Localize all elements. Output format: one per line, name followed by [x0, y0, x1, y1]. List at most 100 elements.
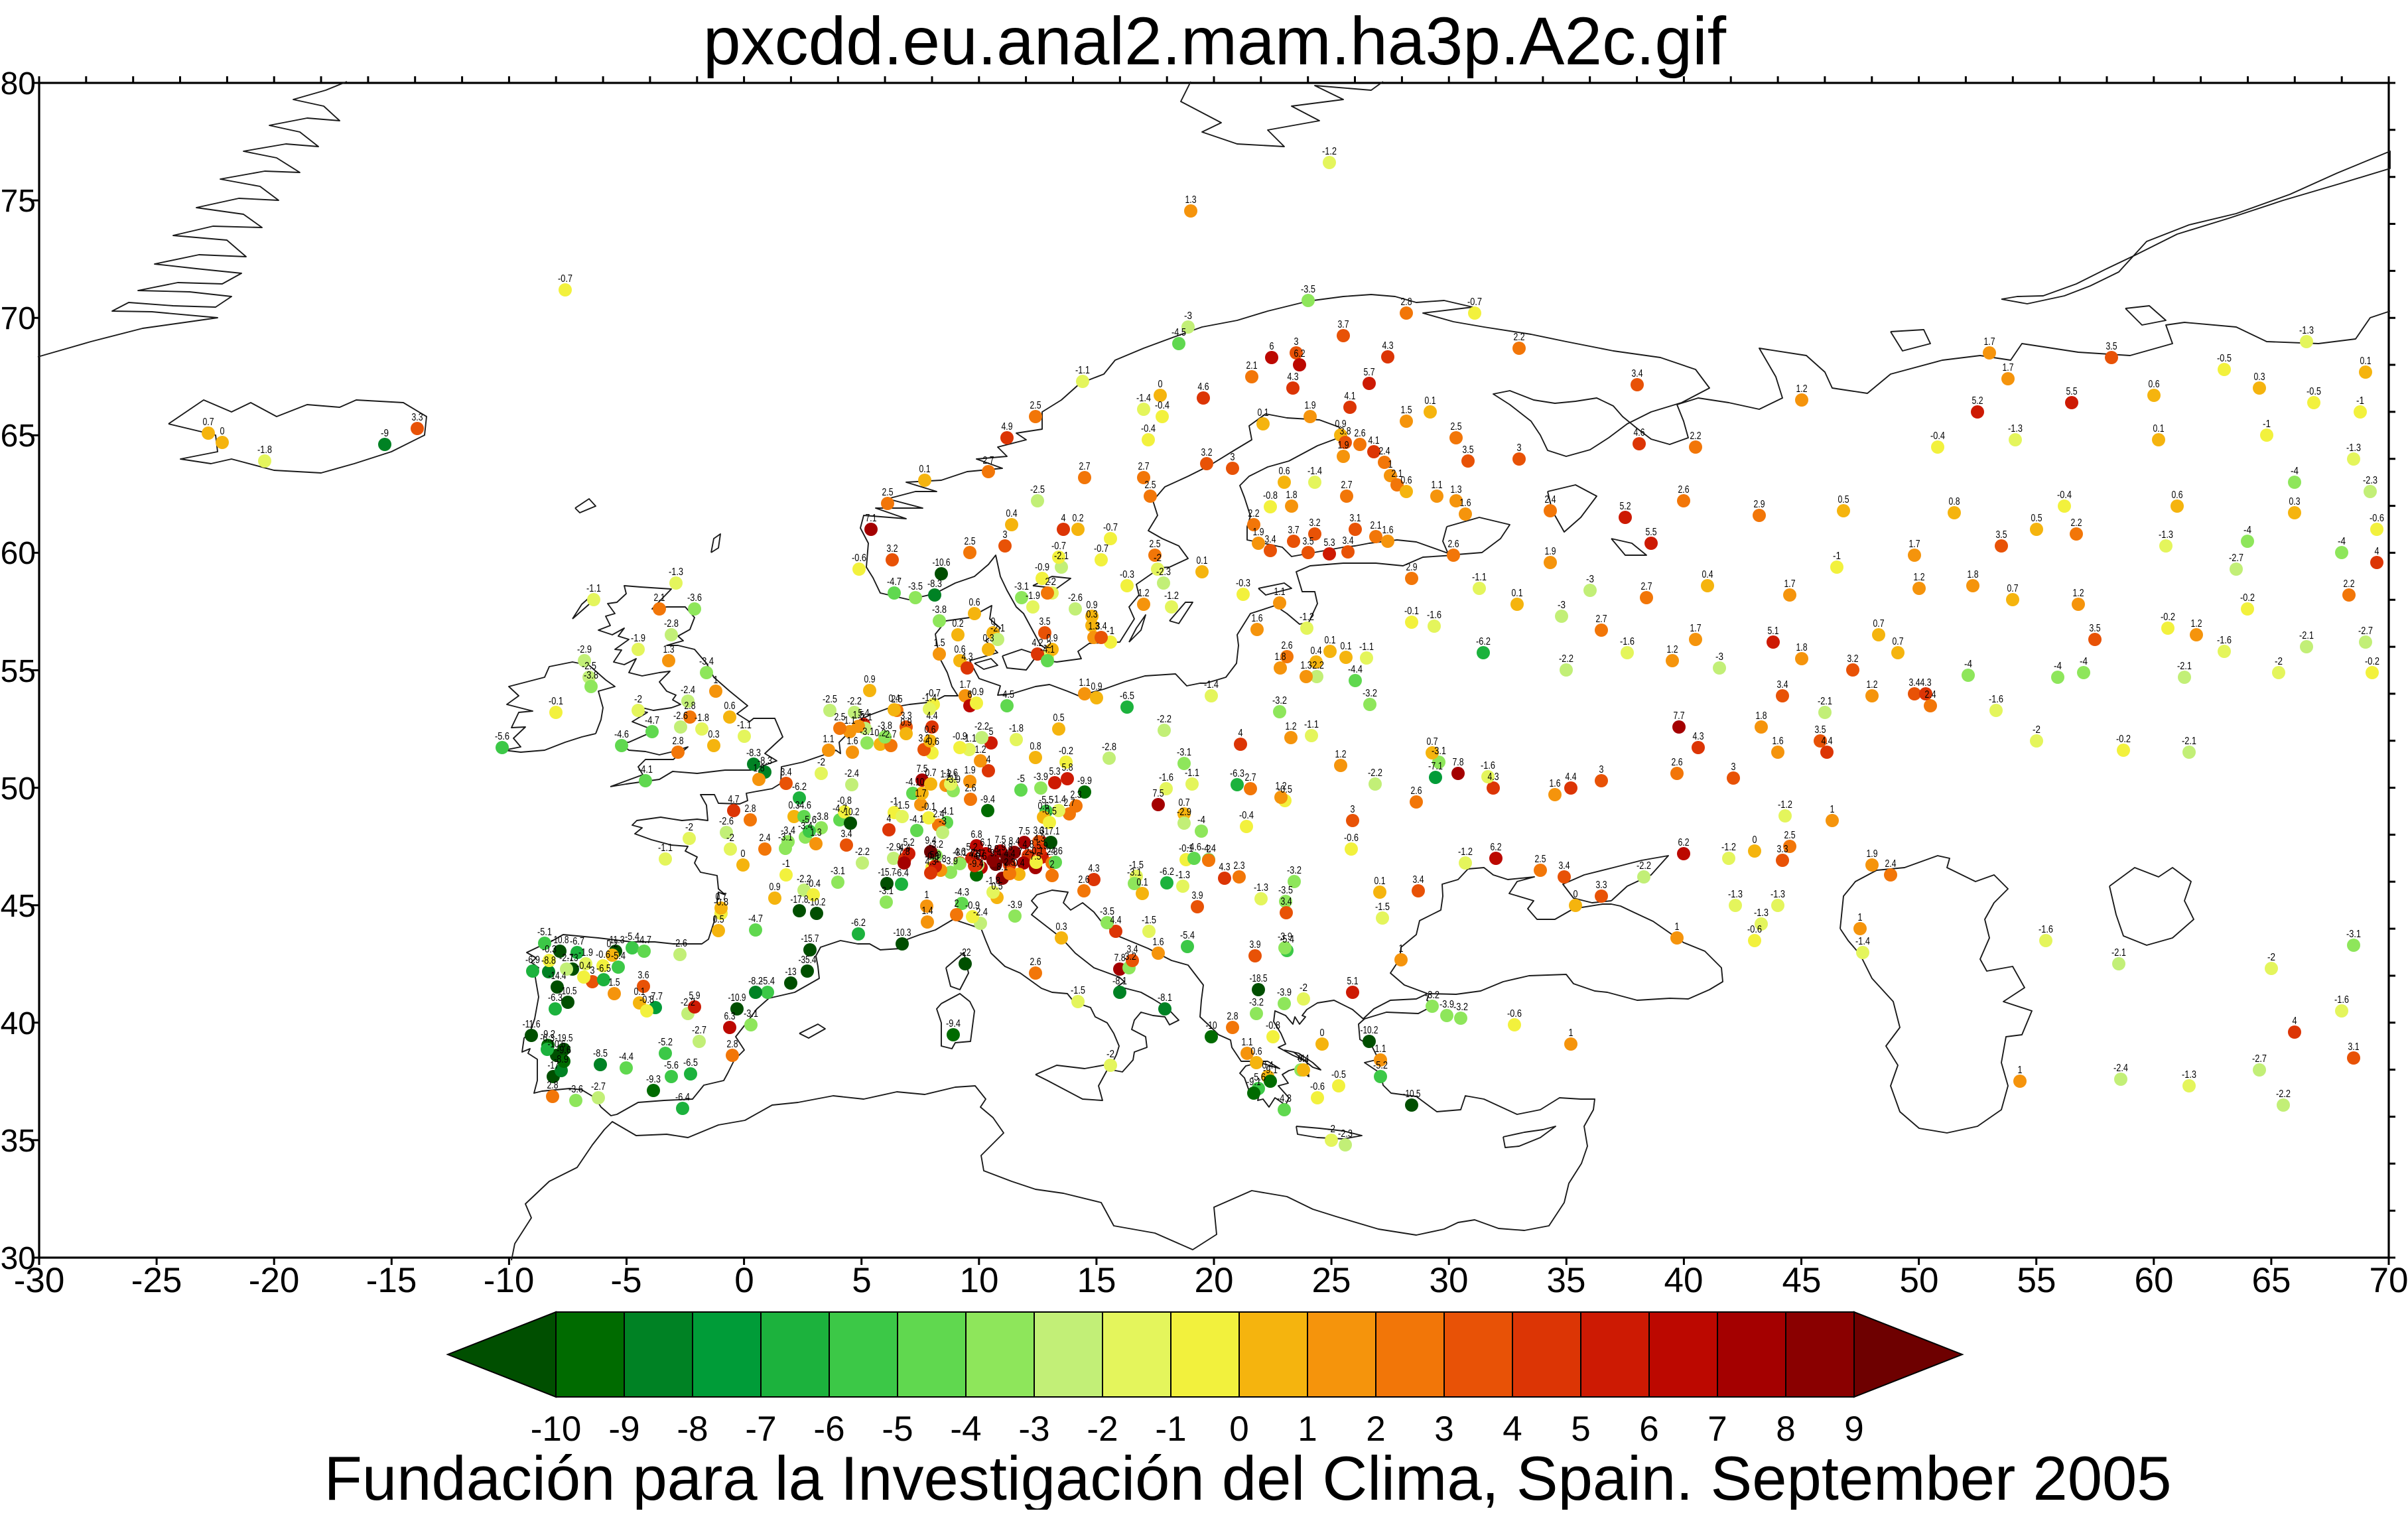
- svg-text:-6.5: -6.5: [1120, 691, 1134, 702]
- svg-text:-1.6: -1.6: [1989, 694, 2003, 705]
- svg-text:-8.3: -8.3: [746, 748, 761, 759]
- svg-text:3.5: 3.5: [1463, 444, 1474, 456]
- svg-text:0.4: 0.4: [1311, 645, 1322, 657]
- svg-text:1.3: 1.3: [1451, 484, 1462, 495]
- svg-text:-1: -1: [1106, 625, 1114, 637]
- svg-text:0.7: 0.7: [716, 891, 727, 903]
- svg-text:1.2: 1.2: [975, 744, 986, 756]
- svg-text:-10: -10: [531, 1410, 582, 1449]
- svg-text:4.3: 4.3: [1693, 731, 1704, 742]
- svg-text:-1: -1: [890, 796, 898, 807]
- svg-text:-2.1: -2.1: [1818, 696, 1832, 707]
- svg-text:-8.5: -8.5: [593, 1048, 608, 1059]
- svg-text:0.1: 0.1: [2360, 356, 2372, 367]
- svg-text:-3.1: -3.1: [1432, 746, 1446, 757]
- svg-text:35: 35: [1, 1124, 36, 1159]
- svg-text:0.6: 0.6: [1038, 801, 1049, 812]
- svg-text:-2: -2: [817, 757, 825, 768]
- svg-text:-3.6: -3.6: [687, 592, 702, 604]
- svg-text:1.9: 1.9: [1253, 527, 1264, 538]
- svg-text:-1.3: -1.3: [1754, 907, 1769, 919]
- svg-text:1.6: 1.6: [1382, 525, 1394, 536]
- svg-text:-0.6: -0.6: [1507, 1008, 1522, 1020]
- svg-text:-1: -1: [2356, 395, 2364, 407]
- svg-text:-2.2: -2.2: [847, 696, 862, 707]
- svg-text:5.7: 5.7: [1364, 367, 1375, 378]
- svg-text:3.2: 3.2: [887, 543, 898, 555]
- svg-text:3.4: 3.4: [1343, 535, 1354, 547]
- svg-text:0.8: 0.8: [1030, 741, 1041, 752]
- svg-text:3.4: 3.4: [781, 767, 792, 778]
- svg-text:0.1: 0.1: [1425, 395, 1436, 407]
- svg-text:1.2: 1.2: [1796, 383, 1808, 395]
- svg-text:-0.5: -0.5: [1331, 1069, 1346, 1081]
- svg-text:-0.9: -0.9: [1035, 562, 1049, 573]
- svg-text:0.5: 0.5: [713, 914, 724, 925]
- svg-text:-5.4: -5.4: [1180, 930, 1195, 941]
- svg-text:4.3: 4.3: [1089, 863, 1100, 874]
- svg-text:-9.9: -9.9: [1077, 775, 1092, 787]
- svg-text:2.7: 2.7: [1641, 581, 1652, 592]
- svg-text:-4.5: -4.5: [1000, 689, 1014, 700]
- svg-text:50: 50: [1900, 1261, 1939, 1300]
- svg-text:0.4: 0.4: [1014, 858, 1025, 869]
- svg-text:5.2: 5.2: [1972, 395, 1983, 407]
- svg-text:7.8: 7.8: [1453, 757, 1464, 768]
- svg-text:-3.6: -3.6: [569, 1084, 583, 1095]
- svg-text:0.3: 0.3: [1087, 609, 1098, 620]
- svg-text:-1.5: -1.5: [895, 800, 909, 811]
- svg-text:1: 1: [2018, 1065, 2023, 1076]
- svg-text:-3.5: -3.5: [1301, 284, 1315, 295]
- svg-text:7.5: 7.5: [995, 834, 1006, 846]
- svg-text:-1.6: -1.6: [943, 767, 958, 779]
- svg-text:0.7: 0.7: [1179, 797, 1190, 809]
- svg-text:50: 50: [1, 771, 36, 807]
- svg-text:2.6: 2.6: [965, 783, 976, 794]
- svg-text:4: 4: [2293, 1016, 2297, 1027]
- svg-text:5.8: 5.8: [1062, 762, 1073, 773]
- svg-text:-9.1: -9.1: [1263, 1065, 1278, 1076]
- svg-text:0.3: 0.3: [983, 633, 994, 644]
- svg-text:0.1: 0.1: [1325, 635, 1336, 646]
- svg-text:-2.1: -2.1: [2111, 947, 2126, 958]
- svg-text:1.5: 1.5: [853, 710, 864, 721]
- svg-text:0.9: 0.9: [901, 717, 912, 728]
- svg-text:1: 1: [925, 889, 929, 901]
- svg-text:2.8: 2.8: [745, 803, 756, 815]
- svg-text:4.1: 4.1: [1369, 435, 1380, 446]
- svg-text:2.5: 2.5: [1451, 421, 1462, 432]
- svg-text:1: 1: [1675, 921, 1680, 933]
- svg-text:-4: -4: [1964, 659, 1972, 670]
- svg-text:4.4: 4.4: [927, 710, 938, 722]
- svg-text:1.1: 1.1: [1274, 586, 1286, 598]
- svg-text:5.9: 5.9: [930, 850, 941, 861]
- svg-text:6: 6: [968, 689, 972, 700]
- svg-text:-0.2: -0.2: [2116, 734, 2131, 745]
- svg-text:1.1: 1.1: [1242, 1037, 1253, 1048]
- svg-text:-0.1: -0.1: [1404, 606, 1419, 617]
- svg-text:-1.2: -1.2: [1322, 146, 1337, 157]
- svg-text:1.3: 1.3: [1185, 194, 1197, 206]
- svg-text:4.4: 4.4: [1566, 771, 1577, 783]
- svg-text:-1: -1: [1155, 1410, 1186, 1449]
- svg-text:-0.9: -0.9: [969, 687, 984, 698]
- svg-text:3.2: 3.2: [919, 733, 930, 744]
- svg-text:1.6: 1.6: [847, 736, 858, 747]
- svg-text:1.5: 1.5: [934, 637, 945, 649]
- svg-text:-8.2: -8.2: [748, 976, 763, 987]
- svg-text:2.4: 2.4: [1379, 446, 1390, 457]
- svg-text:3.7: 3.7: [1338, 319, 1349, 330]
- svg-text:5.1: 5.1: [1768, 625, 1779, 637]
- svg-text:-5.4: -5.4: [625, 931, 639, 943]
- svg-text:2.5: 2.5: [1145, 480, 1156, 491]
- svg-text:-2: -2: [2275, 656, 2283, 667]
- svg-text:-1.6: -1.6: [1159, 772, 1173, 783]
- svg-text:30: 30: [1430, 1261, 1469, 1300]
- svg-text:4.3: 4.3: [925, 856, 937, 868]
- svg-text:60: 60: [1, 536, 36, 571]
- svg-text:40: 40: [1, 1006, 36, 1041]
- svg-text:-2: -2: [1327, 1124, 1335, 1135]
- svg-text:4.3: 4.3: [1219, 862, 1231, 873]
- svg-text:7.1: 7.1: [971, 848, 982, 859]
- svg-text:1: 1: [1388, 459, 1393, 470]
